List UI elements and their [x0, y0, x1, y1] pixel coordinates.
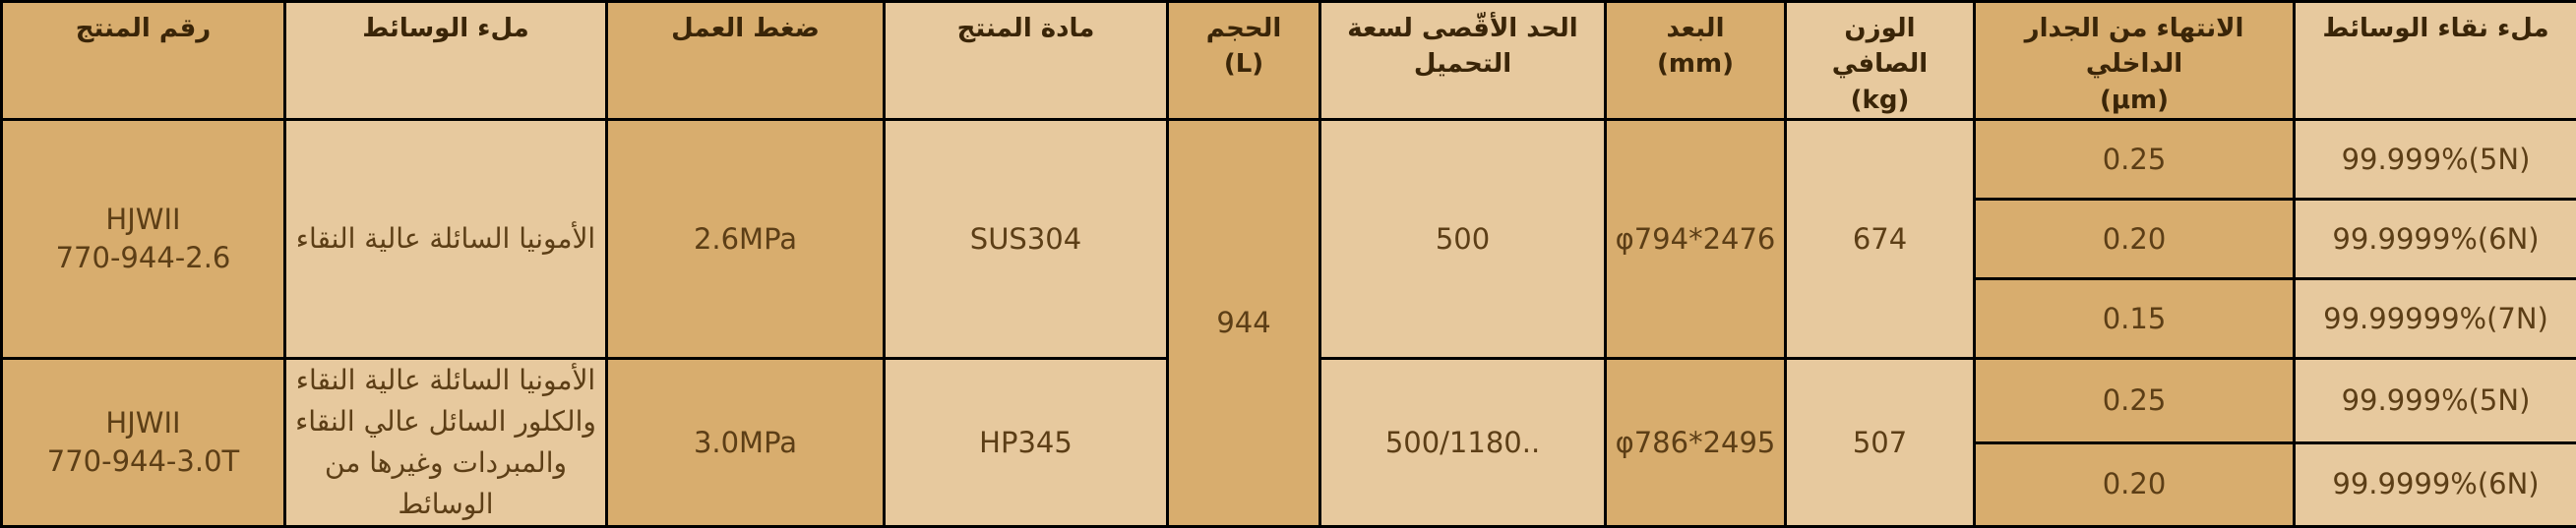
cell-working-pressure: 3.0MPa: [607, 359, 885, 527]
header-net-weight: الوزن الصافي (kg): [1786, 2, 1975, 120]
cell-dimension: φ794*2476: [1606, 120, 1786, 359]
cell-volume: 944: [1168, 120, 1320, 527]
cell-media-purity: 99.999%(5N): [2295, 359, 2576, 443]
cell-product-material: SUS304: [885, 120, 1168, 359]
header-media-fill: ملء الوسائط: [285, 2, 607, 120]
cell-inner-wall-finish: 0.20: [1975, 442, 2295, 527]
header-max-loading-capacity: الحد الأقّصى لسعة التحميل: [1320, 2, 1606, 120]
header-label: ملء نقاء الوسائط: [2301, 11, 2570, 46]
product-number-line2: 770-944-3.0T: [9, 442, 277, 481]
cell-product-material: HP345: [885, 359, 1168, 527]
cell-product-number: HJWII 770-944-2.6: [2, 120, 285, 359]
cell-inner-wall-finish: 0.20: [1975, 200, 2295, 279]
cell-working-pressure: 2.6MPa: [607, 120, 885, 359]
table-row: HJWII 770-944-2.6 الأمونيا السائلة عالية…: [2, 120, 2576, 200]
cell-media-purity: 99.9999%(6N): [2295, 442, 2576, 527]
header-dimension: البعد (mm): [1606, 2, 1786, 120]
header-inner-wall-finish: الانتهاء من الجدار الداخلي (μm): [1975, 2, 2295, 120]
header-product-material: مادة المنتج: [885, 2, 1168, 120]
product-number-line1: HJWII: [9, 201, 277, 239]
header-label: ضغط العمل: [614, 11, 877, 46]
header-label: الوزن الصافي: [1793, 11, 1967, 83]
header-label: البعد: [1613, 11, 1778, 46]
header-product-number: رقم المنتج: [2, 2, 285, 120]
header-label: الانتهاء من الجدار الداخلي: [1982, 11, 2287, 83]
header-label: ملء الوسائط: [292, 11, 599, 46]
header-label: الحد الأقّصى لسعة التحميل: [1327, 11, 1598, 83]
header-media-purity: ملء نقاء الوسائط: [2295, 2, 2576, 120]
cell-media-purity: 99.9999%(6N): [2295, 200, 2576, 279]
cell-media-fill: الأمونيا السائلة عالية النقاء والكلور ال…: [285, 359, 607, 527]
header-volume: الحجم (L): [1168, 2, 1320, 120]
header-label: الحجم: [1175, 11, 1313, 46]
header-unit: (mm): [1613, 46, 1778, 82]
cell-inner-wall-finish: 0.25: [1975, 359, 2295, 443]
product-number-line1: HJWII: [9, 404, 277, 442]
cell-net-weight: 507: [1786, 359, 1975, 527]
cell-dimension: φ786*2495: [1606, 359, 1786, 527]
cell-inner-wall-finish: 0.25: [1975, 120, 2295, 200]
cell-media-purity: 99.99999%(7N): [2295, 279, 2576, 359]
header-unit: (L): [1175, 46, 1313, 82]
cell-media-purity: 99.999%(5N): [2295, 120, 2576, 200]
cell-max-loading-capacity: 500: [1320, 120, 1606, 359]
product-number-line2: 770-944-2.6: [9, 239, 277, 277]
cell-inner-wall-finish: 0.15: [1975, 279, 2295, 359]
cell-max-loading-capacity: 500/1180..: [1320, 359, 1606, 527]
header-label: مادة المنتج: [891, 11, 1160, 46]
header-row: رقم المنتج ملء الوسائط ضغط العمل مادة ال…: [2, 2, 2576, 120]
header-unit: (kg): [1793, 83, 1967, 118]
cell-product-number: HJWII 770-944-3.0T: [2, 359, 285, 527]
header-working-pressure: ضغط العمل: [607, 2, 885, 120]
header-label: رقم المنتج: [9, 11, 277, 46]
cell-net-weight: 674: [1786, 120, 1975, 359]
cell-media-fill: الأمونيا السائلة عالية النقاء: [285, 120, 607, 359]
header-unit: (μm): [1982, 83, 2287, 118]
